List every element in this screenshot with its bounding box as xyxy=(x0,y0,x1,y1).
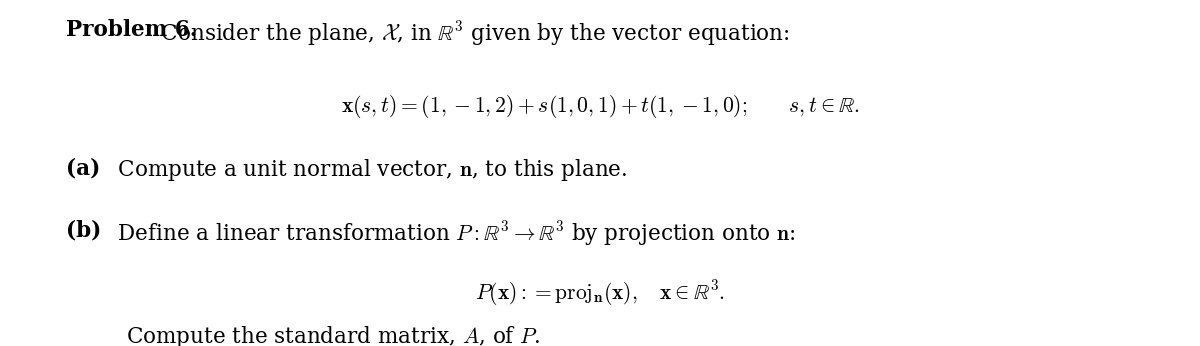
Text: (b): (b) xyxy=(66,220,101,242)
Text: Compute a unit normal vector, $\mathbf{n}$, to this plane.: Compute a unit normal vector, $\mathbf{n… xyxy=(104,157,628,183)
Text: Compute the standard matrix, $A$, of $P$.: Compute the standard matrix, $A$, of $P$… xyxy=(126,324,540,346)
Text: Consider the plane, $\mathcal{X}$, in $\mathbb{R}^3$ given by the vector equatio: Consider the plane, $\mathcal{X}$, in $\… xyxy=(154,19,790,48)
Text: Problem 6.: Problem 6. xyxy=(66,19,197,41)
Text: $\mathbf{x}(s,t) = (1,-1,2) + s(1,0,1) + t(1,-1,0); \qquad s,t \in \mathbb{R}.$: $\mathbf{x}(s,t) = (1,-1,2) + s(1,0,1) +… xyxy=(341,93,859,120)
Text: (a): (a) xyxy=(66,157,101,180)
Text: $P(\mathbf{x}) := \mathrm{proj}_{\mathbf{n}}(\mathbf{x}), \quad \mathbf{x} \in \: $P(\mathbf{x}) := \mathrm{proj}_{\mathbf… xyxy=(475,279,725,308)
Text: Define a linear transformation $P : \mathbb{R}^3 \to \mathbb{R}^3$ by projection: Define a linear transformation $P : \mat… xyxy=(104,220,796,248)
